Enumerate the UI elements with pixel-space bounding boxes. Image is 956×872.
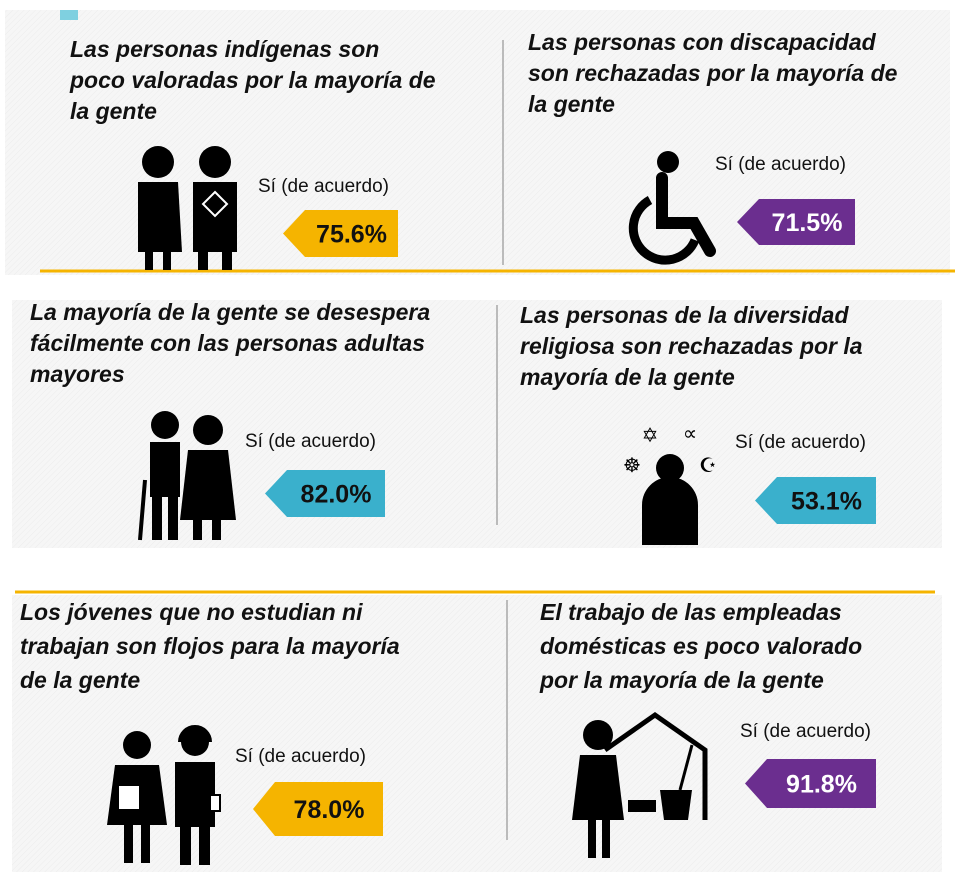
answer-label: Sí (de acuerdo) [735, 432, 866, 453]
panel-title: fácilmente con las personas adultas [30, 330, 425, 356]
value-label: 78.0% [294, 796, 365, 824]
panel-title: domésticas es poco valorado [540, 633, 862, 659]
value-label: 75.6% [316, 221, 387, 249]
value-label: 82.0% [301, 481, 372, 509]
panel-title: la gente [70, 98, 157, 124]
panel-title: trabajan son flojos para la mayoría [20, 633, 400, 659]
icon-domestic [572, 711, 708, 858]
panel-title: la gente [528, 91, 615, 117]
symbol: ✡ [642, 425, 659, 447]
icon-elderly [138, 411, 236, 541]
row-bg [12, 595, 942, 872]
value-tag [755, 477, 876, 524]
value-label: 91.8% [786, 771, 857, 799]
panel-title: Las personas con discapacidad [528, 29, 877, 55]
decor [60, 10, 78, 20]
panel-title: poco valoradas por la mayoría de [69, 67, 436, 93]
panel-title: El trabajo de las empleadas [540, 599, 842, 625]
panel-title: Las personas de la diversidad [520, 302, 849, 328]
answer-label: Sí (de acuerdo) [258, 176, 389, 197]
value-tag [737, 199, 855, 245]
value-tag [283, 210, 398, 257]
answer-label: Sí (de acuerdo) [715, 154, 846, 175]
value-tag [253, 782, 383, 836]
panel-title: son rechazadas por la mayoría de [528, 60, 898, 86]
icon-indigenous [138, 146, 237, 270]
answer-label: Sí (de acuerdo) [245, 431, 376, 452]
symbol: ☸ [623, 455, 641, 477]
symbol: ☪ [699, 455, 717, 477]
panel-title: La mayoría de la gente se desespera [30, 299, 430, 325]
icon-religion: ✡ ∝ ☸ ☪ [623, 423, 717, 545]
icon-wheelchair [628, 151, 716, 265]
value-tag [265, 470, 385, 517]
panel-title: mayoría de la gente [520, 364, 735, 390]
panel-title: religiosa son rechazadas por la [520, 333, 863, 359]
answer-label: Sí (de acuerdo) [235, 746, 366, 767]
panel-title: Los jóvenes que no estudian ni [20, 599, 363, 625]
panel-title: mayores [30, 361, 125, 387]
symbol: ∝ [683, 423, 697, 445]
answer-label: Sí (de acuerdo) [740, 721, 871, 742]
value-tag [745, 759, 876, 808]
icon-youth [107, 725, 221, 865]
panel-title: de la gente [20, 667, 140, 693]
value-label: 53.1% [791, 488, 862, 516]
panel-title: Las personas indígenas son [70, 36, 379, 62]
value-label: 71.5% [772, 209, 843, 237]
panel-title: por la mayoría de la gente [539, 667, 824, 693]
